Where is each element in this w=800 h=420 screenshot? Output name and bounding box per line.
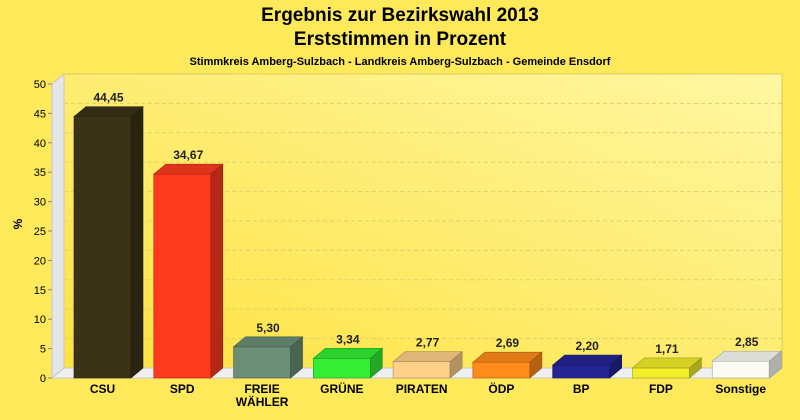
bar (472, 361, 531, 379)
bar-value-label: 2,20 (575, 339, 599, 353)
y-tick-label: 40 (34, 138, 46, 150)
x-tick-label: WÄHLER (236, 394, 289, 409)
bar (313, 358, 371, 379)
bar (711, 360, 770, 379)
bar-value-label: 1,71 (655, 342, 679, 356)
plot-area: 0 5 10 15 20 25 30 35 40 45 50 44,45 CSU 34,67 SPD 5,30… (34, 72, 784, 409)
x-tick-label: GRÜNE (320, 381, 363, 396)
chart-title-line2: Erststimmen in Prozent (294, 29, 507, 50)
bar-side (609, 354, 622, 379)
x-tick-label: ÖDP (488, 381, 514, 396)
x-tick-label: SPD (170, 382, 195, 396)
bar (392, 361, 451, 379)
y-tick-label: 15 (34, 285, 46, 297)
x-tick-label: CSU (90, 382, 115, 396)
y-tick-label: 25 (34, 226, 46, 238)
bar-value-label: 2,69 (496, 336, 520, 350)
bar-side (290, 336, 303, 379)
bar-side (130, 105, 144, 379)
bar-side (768, 350, 782, 379)
y-tick-label: 10 (34, 314, 46, 326)
bar-side (529, 351, 543, 379)
y-tick-label: 45 (34, 108, 46, 120)
y-tick-label: 30 (34, 197, 46, 209)
y-axis-label: % (11, 218, 25, 229)
y-tick-label: 50 (34, 79, 46, 91)
x-tick-label: FDP (649, 382, 673, 396)
bar-value-label: 44,45 (93, 91, 123, 105)
bar (632, 367, 690, 379)
bar-side (210, 163, 224, 379)
y-tick-label: 20 (34, 255, 46, 267)
x-tick-label: FREIE (244, 382, 279, 396)
plot-side-wall (51, 72, 65, 380)
bar-value-label: 5,30 (256, 321, 280, 335)
bar-value-label: 34,67 (173, 148, 203, 162)
y-tick-label: 0 (40, 373, 46, 385)
x-tick-label: BP (573, 382, 590, 396)
bar (73, 116, 132, 379)
y-tick-label: 5 (40, 344, 46, 356)
bar (153, 173, 212, 379)
bar-value-label: 2,85 (735, 335, 759, 349)
bar (233, 346, 291, 379)
x-tick-label: Sonstige (715, 382, 766, 396)
bar (552, 364, 610, 379)
y-tick-label: 35 (34, 167, 46, 179)
chart-title: Ergebnis zur Bezirkswahl 2013 (261, 5, 539, 26)
bar-side (689, 357, 702, 379)
bar-side (370, 347, 383, 379)
x-tick-label: PIRATEN (396, 382, 448, 396)
bar-value-label: 3,34 (336, 332, 360, 346)
bar-value-label: 2,77 (416, 336, 440, 350)
bar-side (449, 351, 463, 379)
chart-subtitle: Stimmkreis Amberg-Sulzbach - Landkreis A… (190, 56, 611, 68)
